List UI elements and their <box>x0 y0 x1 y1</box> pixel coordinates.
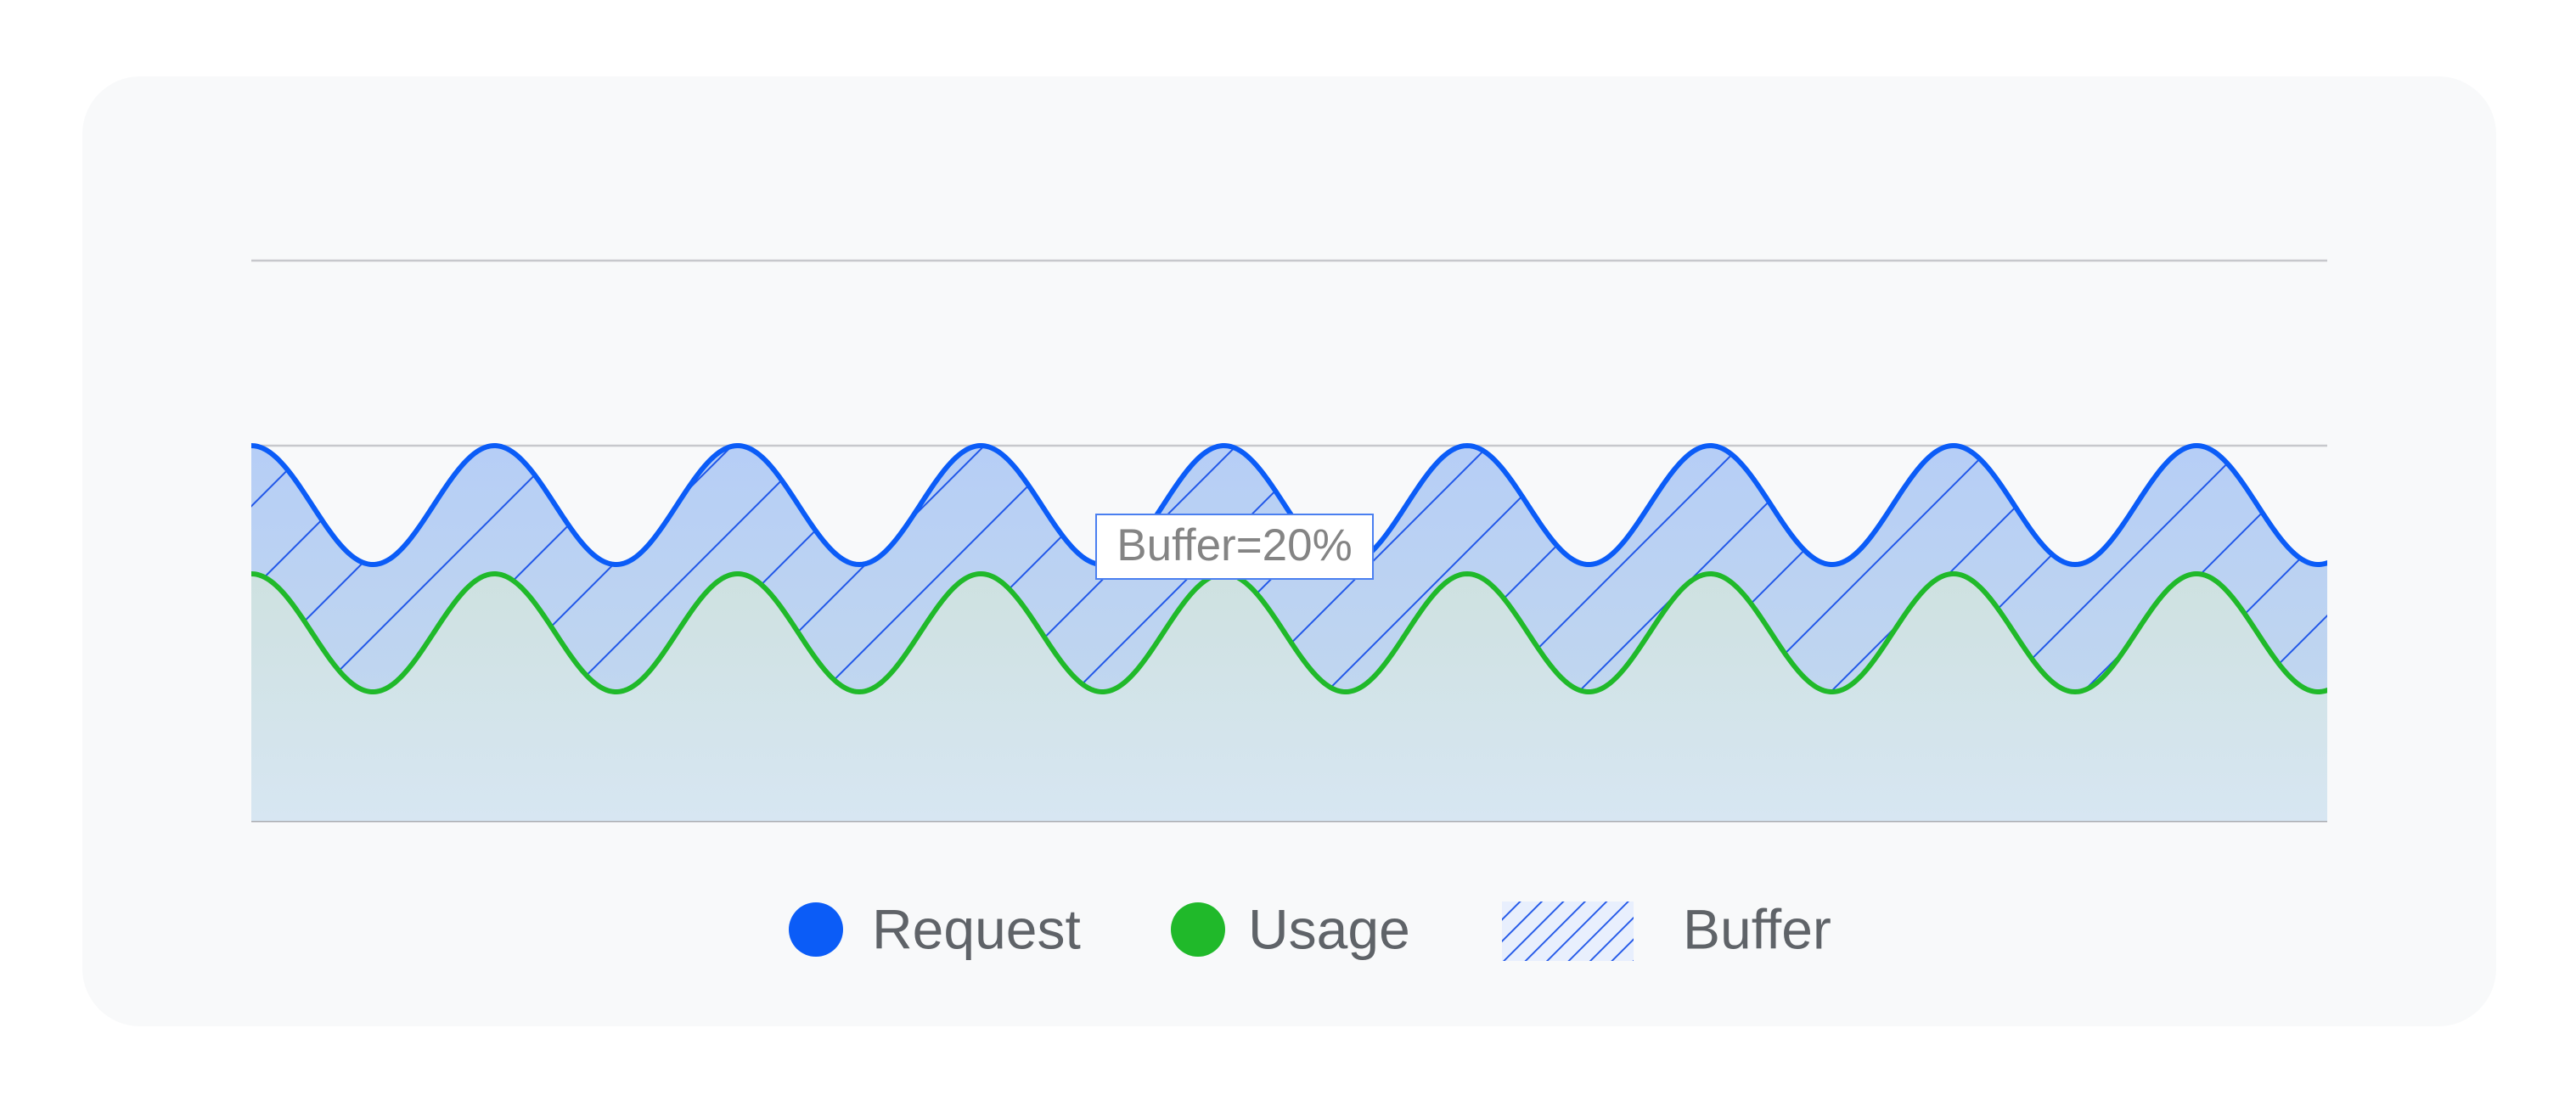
svg-text:Usage: Usage <box>1248 897 1410 960</box>
svg-text:Buffer: Buffer <box>1683 897 1831 960</box>
svg-text:Request: Request <box>872 897 1081 960</box>
svg-text:Buffer=20%: Buffer=20% <box>1116 520 1352 570</box>
